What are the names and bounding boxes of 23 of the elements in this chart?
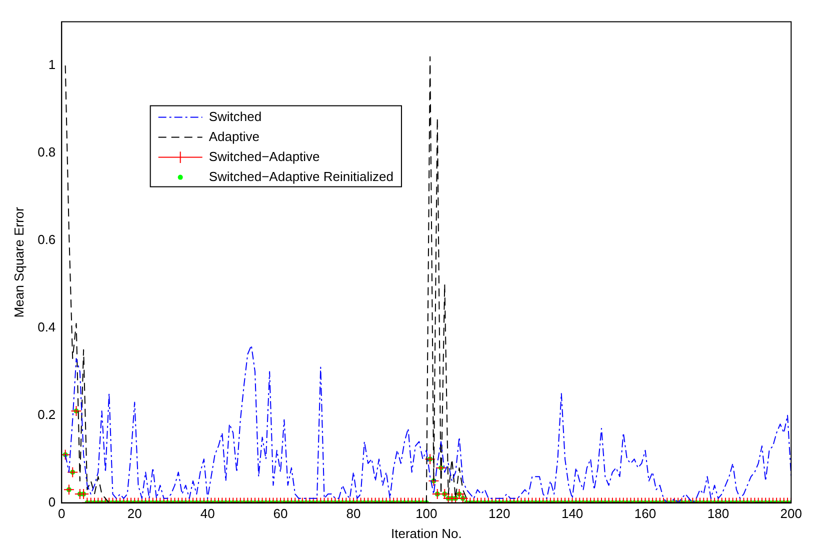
x-tick-label: 0 — [58, 506, 66, 522]
legend-label: Switched−Adaptive Reinitialized — [208, 168, 394, 184]
y-tick-label: 0.2 — [38, 406, 56, 422]
x-tick-label: 20 — [127, 506, 142, 522]
legend-label: Switched — [208, 108, 262, 124]
y-tick-label: 0.6 — [38, 232, 56, 248]
x-tick-label: 60 — [273, 506, 288, 522]
x-tick-label: 100 — [416, 506, 438, 522]
y-tick-label: 1 — [48, 57, 56, 72]
legend-label: Adaptive — [208, 128, 260, 144]
x-axis-title: Iteration No. — [391, 526, 462, 541]
x-tick-label: 200 — [780, 506, 802, 522]
y-tick-label: 0.8 — [38, 144, 56, 160]
y-tick-label: 0.4 — [38, 319, 56, 334]
legend-label: Switched−Adaptive — [208, 148, 320, 164]
x-tick-label: 160 — [634, 506, 656, 522]
x-tick-label: 40 — [200, 506, 215, 522]
y-tick-label: 0 — [48, 494, 56, 510]
y-axis-title: Mean Square Error — [11, 206, 26, 318]
x-tick-label: 120 — [488, 506, 510, 522]
x-tick-label: 180 — [707, 506, 730, 522]
x-tick-label: 140 — [561, 506, 584, 522]
x-tick-label: 80 — [346, 506, 361, 522]
